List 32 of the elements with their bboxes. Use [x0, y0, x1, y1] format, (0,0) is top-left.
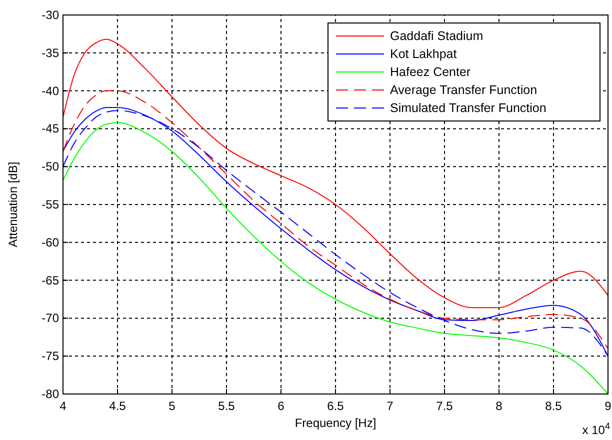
x-tick-label: 8: [496, 399, 503, 413]
y-tick-label: -55: [42, 198, 60, 212]
y-tick-label: -70: [42, 311, 60, 326]
y-tick-label: -30: [42, 8, 60, 22]
text: x 10$^{4}$: [582, 421, 610, 437]
legend-label: Hafeez Center: [390, 65, 471, 79]
x-tick-label: 9: [604, 399, 612, 413]
y-tick-label: -35: [42, 46, 60, 60]
x-tick-label: 5: [168, 399, 176, 413]
y-tick-label: -80: [42, 387, 60, 401]
x-tick-label: 6: [278, 399, 285, 413]
y-axis-title: Attenuation [dB]: [6, 162, 20, 248]
line-series: [62, 38, 608, 308]
x-tick-label: 4.5: [109, 399, 126, 413]
legend-label: Kot Lakhpat: [390, 47, 458, 61]
x-tick-label: 7: [386, 399, 394, 413]
line-series: [62, 122, 608, 394]
legend-label: Average Transfer Function: [390, 83, 538, 97]
x-tick-label: 5.5: [218, 399, 236, 413]
y-tick-label: -50: [42, 160, 60, 174]
x-tick-label: 6.5: [327, 399, 344, 413]
y-tick-label: -45: [42, 122, 60, 136]
x-tick-label: 4: [60, 399, 67, 413]
x-tick-label: 7.5: [436, 399, 454, 413]
y-tick-label: -60: [42, 235, 60, 250]
y-tick-label: -65: [42, 273, 60, 288]
x-tick-label: 8.5: [545, 399, 562, 413]
y-tick-label: -75: [42, 349, 60, 364]
legend-label: Simulated Transfer Function: [390, 101, 546, 115]
x-axis-title: Frequency [Hz]: [294, 416, 376, 430]
y-tick-label: -40: [42, 84, 60, 98]
legend-label: Gaddafi Stadium: [390, 29, 484, 43]
